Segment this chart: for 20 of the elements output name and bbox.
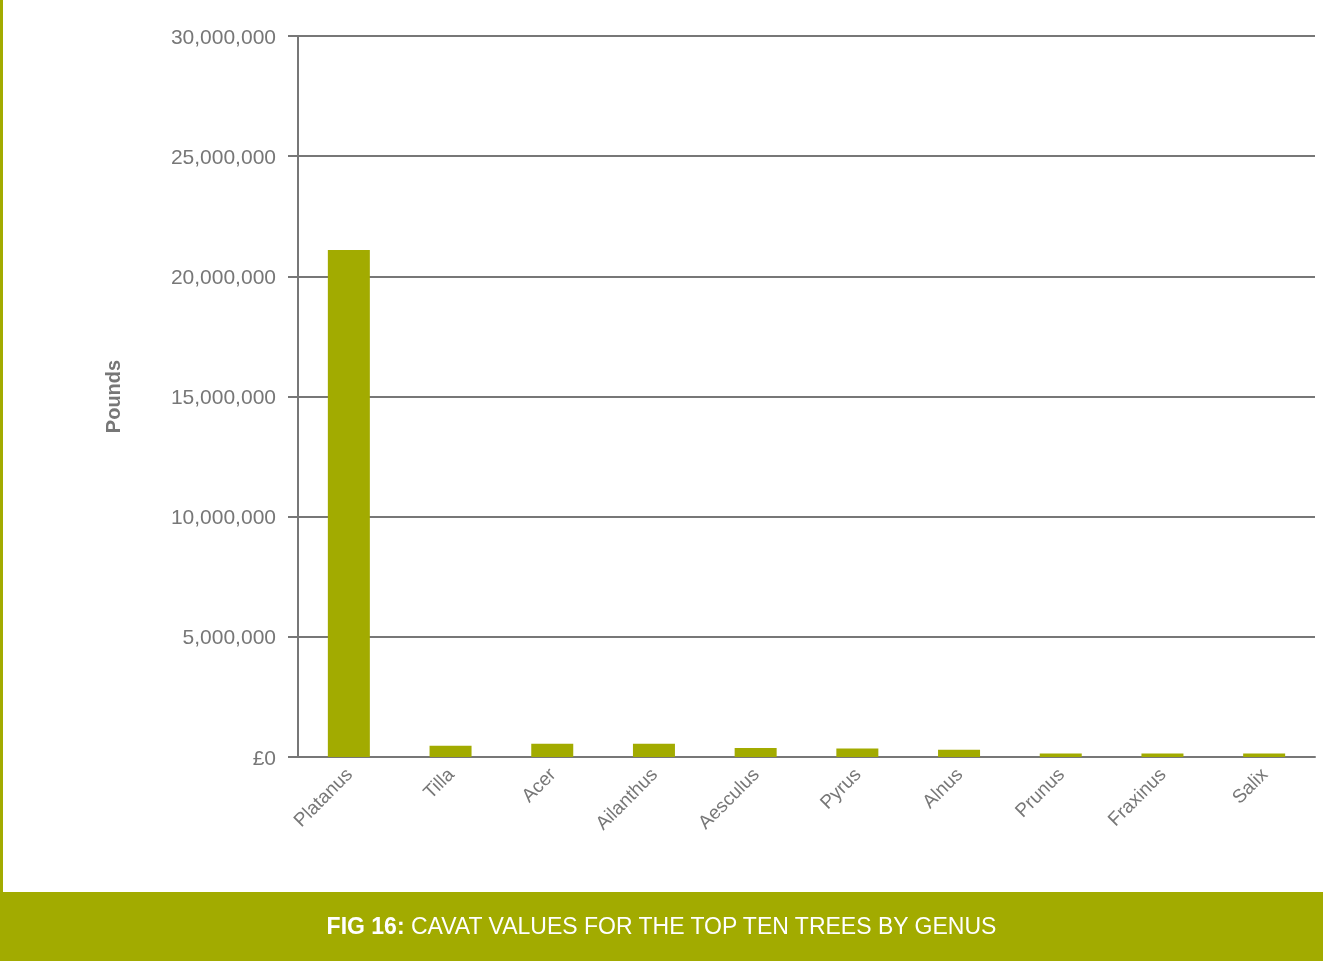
bar [429, 745, 472, 757]
y-axis-title: Pounds [102, 359, 124, 434]
y-tick-label: 15,000,000 [170, 385, 276, 408]
y-tick-label: 5,000,000 [182, 625, 276, 649]
y-tick-label: 25,000,000 [170, 144, 276, 168]
bar [836, 748, 879, 757]
bar [734, 748, 777, 757]
x-tick-label: Tilla [419, 763, 459, 803]
y-tick-label: 10,000,000 [170, 505, 276, 529]
bar [632, 743, 675, 757]
y-tick-label: 20,000,000 [170, 264, 276, 288]
bar [1039, 753, 1082, 757]
y-tick-label: 30,000,000 [170, 24, 276, 48]
y-tick-label: £0 [252, 745, 276, 769]
bar [1141, 753, 1184, 757]
bar [327, 249, 370, 757]
bar [531, 743, 574, 757]
bar [938, 749, 981, 757]
text: FIG 16: CAVAT VALUES FOR THE TOP TEN TREES BY GENUS [326, 913, 997, 940]
bar [1243, 753, 1286, 757]
